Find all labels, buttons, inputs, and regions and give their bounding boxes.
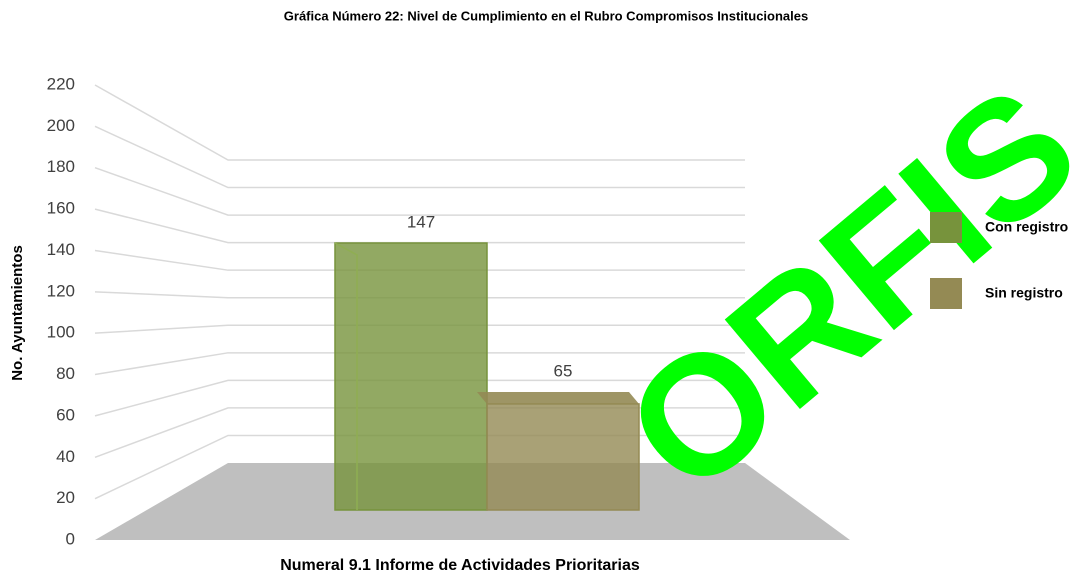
y-tick-label: 0 bbox=[66, 529, 75, 548]
y-tick-label: 20 bbox=[56, 488, 75, 507]
y-tick-label: 100 bbox=[47, 323, 75, 342]
grid-line bbox=[94, 208, 745, 244]
data-label: 65 bbox=[554, 361, 573, 380]
bar-top bbox=[477, 391, 639, 404]
y-tick-label: 140 bbox=[47, 240, 75, 259]
data-label: 147 bbox=[407, 212, 435, 231]
grid-line bbox=[94, 84, 745, 161]
grid-line bbox=[94, 379, 745, 417]
y-tick-label: 40 bbox=[56, 447, 75, 466]
y-tick-label: 80 bbox=[56, 364, 75, 383]
grid-line bbox=[94, 324, 745, 334]
legend-label: Sin registro bbox=[985, 285, 1063, 301]
y-tick-label: 200 bbox=[47, 116, 75, 135]
bar bbox=[477, 391, 640, 511]
grid-line bbox=[94, 249, 745, 271]
bar-edge bbox=[334, 242, 358, 510]
x-tick-label: Numeral 9.1 Informe de Actividades Prior… bbox=[280, 557, 640, 574]
y-tick-label: 160 bbox=[47, 199, 75, 218]
chart-title: Gráfica Número 22: Nivel de Cumplimiento… bbox=[284, 8, 808, 23]
y-axis-label: No. Ayuntamientos bbox=[9, 245, 26, 381]
y-tick-label: 120 bbox=[47, 281, 75, 300]
y-tick-label: 220 bbox=[47, 74, 75, 93]
legend-swatch bbox=[930, 278, 962, 309]
y-tick-label: 60 bbox=[56, 405, 75, 424]
grid-line bbox=[94, 291, 745, 299]
bar-front bbox=[486, 403, 640, 511]
grid-line bbox=[94, 167, 745, 216]
bar-front bbox=[334, 242, 488, 511]
grid-line bbox=[94, 125, 745, 189]
legend-swatch bbox=[930, 212, 962, 243]
grid-line bbox=[94, 352, 745, 376]
y-tick-label: 180 bbox=[47, 157, 75, 176]
bar bbox=[334, 242, 488, 511]
legend-label: Con registro bbox=[985, 219, 1068, 235]
